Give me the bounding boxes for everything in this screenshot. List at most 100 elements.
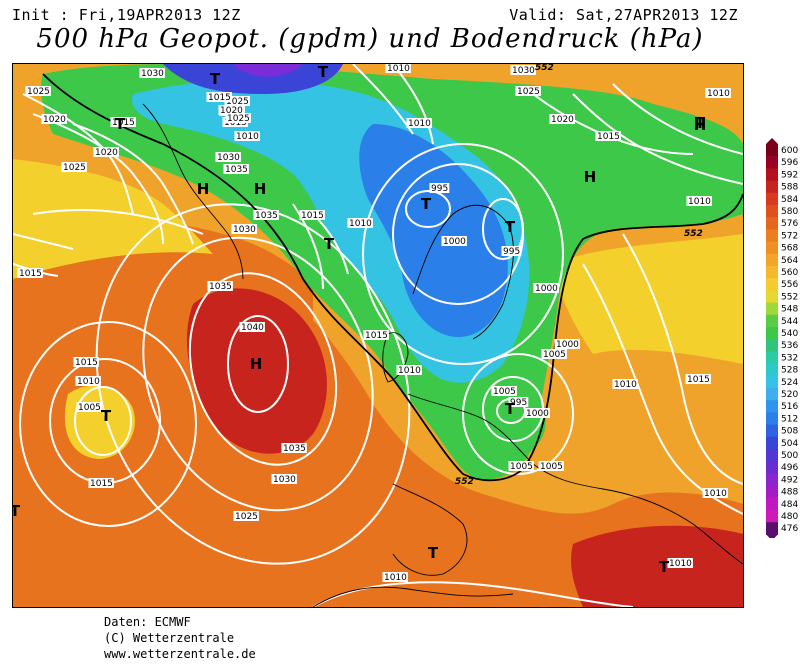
isobar-label-background <box>363 330 389 340</box>
isobar-label-background <box>75 376 101 386</box>
isobar-label: 1035 <box>255 211 278 221</box>
color-scale-swatch <box>766 156 778 169</box>
isobar-label-background <box>347 218 373 228</box>
color-scale-swatch <box>766 400 778 413</box>
color-scale-swatch <box>766 144 778 157</box>
isobar-1005-west <box>74 386 132 456</box>
isobar-1025 <box>95 203 411 565</box>
low-pressure-marker: T <box>695 114 706 132</box>
isobar-label: 1020 <box>220 106 243 116</box>
isobar-label: 1010 <box>387 64 410 74</box>
isobar-1035 <box>188 272 338 466</box>
isobar-label: 1010 <box>384 573 407 583</box>
isobar-label: 1025 <box>235 512 258 522</box>
isobar-label: 1030 <box>512 66 535 76</box>
color-scale-tick-label: 544 <box>781 317 798 327</box>
color-scale-swatch <box>766 266 778 279</box>
isobar-label-background <box>541 349 567 359</box>
color-scale-tick-label: 596 <box>781 158 798 168</box>
color-scale-tick-label: 504 <box>781 439 798 449</box>
field-red-southeast <box>571 525 743 607</box>
isobar-label-background <box>25 86 51 96</box>
isobar-label-background <box>231 224 257 234</box>
field-purple <box>233 64 303 77</box>
isobar-label-background <box>441 236 467 246</box>
isobar-label: 1035 <box>283 444 306 454</box>
isobar-label: 1010 <box>704 489 727 499</box>
isobar-label: 1000 <box>526 409 549 419</box>
contour-labels: 552 552 552 <box>455 64 703 487</box>
color-scale-tick-label: 584 <box>781 195 798 205</box>
isobar-label-background <box>253 210 279 220</box>
low-pressure-marker: T <box>659 558 670 576</box>
isobar-label: 1015 <box>208 93 231 103</box>
isobar-label: 1040 <box>241 323 264 333</box>
color-scale-tick-label: 548 <box>781 305 798 315</box>
field-navy <box>163 64 343 94</box>
contour-552 <box>42 73 743 482</box>
footer: Daten: ECMWF (C) Wetterzentrale www.wett… <box>104 614 256 662</box>
isobar-label: 1025 <box>226 97 249 107</box>
color-scale-swatch <box>766 241 778 255</box>
isobar-label-background <box>234 131 260 141</box>
isobar-1015-west <box>19 321 197 527</box>
isobar-label-background <box>501 246 522 256</box>
color-scale-tick-label: 572 <box>781 231 798 241</box>
color-scale-swatch <box>766 205 778 218</box>
low-pressure-marker: T <box>318 64 329 81</box>
color-scale-swatch <box>766 473 778 486</box>
isobar-label: 1010 <box>236 132 259 142</box>
isobar-label-background <box>612 379 638 389</box>
isobar-label: 1010 <box>408 119 431 129</box>
color-scale-swatch <box>766 510 778 523</box>
isobar-1005-central <box>462 353 574 475</box>
isobar-label: 1020 <box>551 115 574 125</box>
color-scale-tick-label: 500 <box>781 451 798 461</box>
isobar-label: 1005 <box>78 403 101 413</box>
color-scale-tick-label: 552 <box>781 292 798 302</box>
isobar-label: 1005 <box>493 387 516 397</box>
isobar-1010-south <box>312 581 634 607</box>
isobar-label: 1025 <box>27 87 50 97</box>
color-scale-swatch <box>766 436 778 450</box>
coast-scandinavia <box>412 204 514 340</box>
isobar-label: 1015 <box>75 358 98 368</box>
isobar-label: 1010 <box>349 219 372 229</box>
isobar-label-background <box>73 357 99 367</box>
color-scale-tick-label: 568 <box>781 244 798 254</box>
color-scale-swatch <box>766 180 778 194</box>
color-scale-swatch <box>766 302 778 316</box>
coast-europe <box>407 393 743 565</box>
map-title: 500 hPa Geopot. (gpdm) und Bodendruck (h… <box>36 24 704 54</box>
field-yellow-west <box>13 159 213 279</box>
isobar-1010-ne <box>612 83 743 155</box>
isobar-label: 1020 <box>43 115 66 125</box>
color-scale-swatch <box>766 363 778 377</box>
isobar-label: 1015 <box>301 211 324 221</box>
isobar-1030-atlantic <box>32 209 204 235</box>
color-scale-tick-label: 516 <box>781 402 798 412</box>
isobar-label: 995 <box>431 184 448 194</box>
color-scale-tick-label: 536 <box>781 341 798 351</box>
height-field <box>13 64 743 607</box>
color-scale-tick-label: 496 <box>781 463 798 473</box>
isobars <box>13 64 743 607</box>
isobar-label: 1000 <box>556 340 579 350</box>
contour-552-line <box>42 73 743 482</box>
isobar-label-background <box>239 322 265 332</box>
isobar-label-background <box>41 114 67 124</box>
color-scale-tick-label: 476 <box>781 524 798 534</box>
color-scale-swatch <box>766 192 778 206</box>
color-scale-tick-label: 532 <box>781 353 798 363</box>
isobar-label-background <box>667 558 693 568</box>
low-pressure-marker: T <box>505 218 516 236</box>
isobar-label: 1005 <box>543 350 566 360</box>
isobar-label-background <box>538 461 564 471</box>
isobar-label: 1010 <box>77 377 100 387</box>
map-panel: 1025102010151020102510301025102010151010… <box>12 63 744 608</box>
contour-552-label: 552 <box>684 229 703 239</box>
isobar-label: 1010 <box>614 380 637 390</box>
contour-552-label: 552 <box>535 64 554 73</box>
color-scale-tick-label: 488 <box>781 488 798 498</box>
coast-africa <box>312 586 514 607</box>
